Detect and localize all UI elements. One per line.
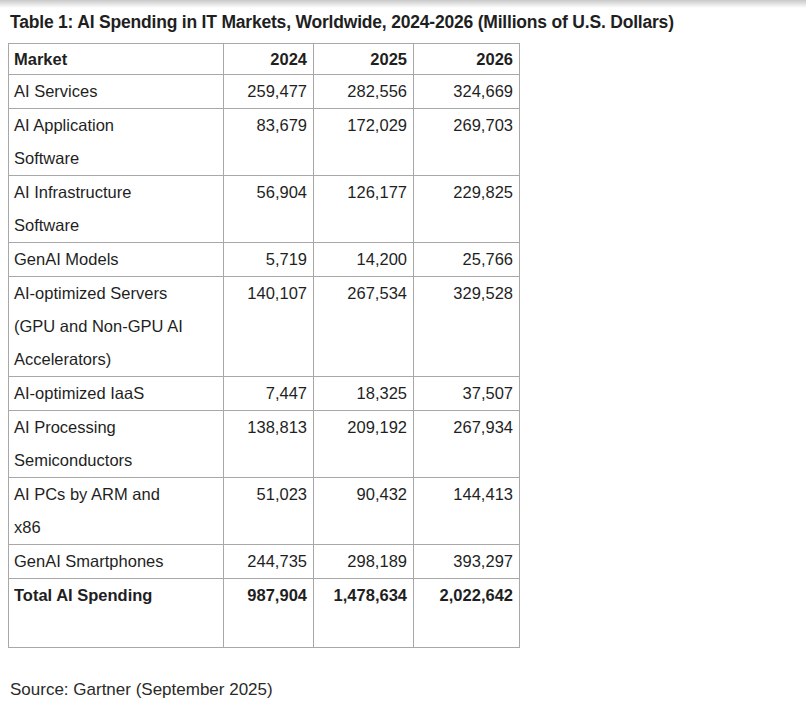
value-cell-2026: 267,934	[414, 411, 520, 478]
ai-spending-table: Market 2024 2025 2026 AI Services 259,47…	[8, 43, 520, 648]
value-cell-2026: 269,703	[414, 109, 520, 176]
value-cell-2026: 229,825	[414, 176, 520, 243]
value-cell-2026: 37,507	[414, 377, 520, 411]
value-cell-2024: 244,735	[224, 545, 314, 579]
total-value-cell-2024: 987,904	[224, 579, 314, 648]
value-cell-2025: 209,192	[314, 411, 414, 478]
value-cell-2025: 267,534	[314, 277, 414, 377]
column-header-2024: 2024	[224, 44, 314, 75]
source-attribution: Source: Gartner (September 2025)	[10, 680, 806, 700]
value-cell-2024: 51,023	[224, 478, 314, 545]
value-cell-2024: 140,107	[224, 277, 314, 377]
market-cell: GenAI Smartphones	[9, 545, 224, 579]
market-cell: AI Processing Semiconductors	[9, 411, 224, 478]
column-header-market: Market	[9, 44, 224, 75]
value-cell-2024: 56,904	[224, 176, 314, 243]
market-cell: AI-optimized IaaS	[9, 377, 224, 411]
market-cell: AI Services	[9, 75, 224, 109]
value-cell-2026: 324,669	[414, 75, 520, 109]
value-cell-2025: 172,029	[314, 109, 414, 176]
total-value-cell-2026: 2,022,642	[414, 579, 520, 648]
column-header-2026: 2026	[414, 44, 520, 75]
market-cell: AI PCs by ARM and x86	[9, 478, 224, 545]
table-row: AI Application Software 83,679 172,029 2…	[9, 109, 520, 176]
column-header-2025: 2025	[314, 44, 414, 75]
table-row: AI Processing Semiconductors 138,813 209…	[9, 411, 520, 478]
table-row: GenAI Models 5,719 14,200 25,766	[9, 243, 520, 277]
value-cell-2024: 5,719	[224, 243, 314, 277]
page-top-fade	[0, 0, 806, 8]
table-row: GenAI Smartphones 244,735 298,189 393,29…	[9, 545, 520, 579]
table-header-row: Market 2024 2025 2026	[9, 44, 520, 75]
value-cell-2026: 393,297	[414, 545, 520, 579]
value-cell-2024: 83,679	[224, 109, 314, 176]
market-cell: GenAI Models	[9, 243, 224, 277]
table-row: AI-optimized Servers (GPU and Non-GPU AI…	[9, 277, 520, 377]
total-label-cell: Total AI Spending	[9, 579, 224, 648]
value-cell-2026: 329,528	[414, 277, 520, 377]
table-row: AI Services 259,477 282,556 324,669	[9, 75, 520, 109]
value-cell-2025: 18,325	[314, 377, 414, 411]
value-cell-2025: 126,177	[314, 176, 414, 243]
table-row: AI-optimized IaaS 7,447 18,325 37,507	[9, 377, 520, 411]
value-cell-2025: 298,189	[314, 545, 414, 579]
value-cell-2024: 138,813	[224, 411, 314, 478]
value-cell-2024: 259,477	[224, 75, 314, 109]
total-value-cell-2025: 1,478,634	[314, 579, 414, 648]
value-cell-2026: 25,766	[414, 243, 520, 277]
value-cell-2025: 90,432	[314, 478, 414, 545]
table-total-row: Total AI Spending 987,904 1,478,634 2,02…	[9, 579, 520, 648]
value-cell-2024: 7,447	[224, 377, 314, 411]
value-cell-2026: 144,413	[414, 478, 520, 545]
market-cell: AI Application Software	[9, 109, 224, 176]
market-cell: AI Infrastructure Software	[9, 176, 224, 243]
table-row: AI Infrastructure Software 56,904 126,17…	[9, 176, 520, 243]
table-title: Table 1: AI Spending in IT Markets, Worl…	[10, 11, 806, 34]
value-cell-2025: 282,556	[314, 75, 414, 109]
table-row: AI PCs by ARM and x86 51,023 90,432 144,…	[9, 478, 520, 545]
market-cell: AI-optimized Servers (GPU and Non-GPU AI…	[9, 277, 224, 377]
value-cell-2025: 14,200	[314, 243, 414, 277]
